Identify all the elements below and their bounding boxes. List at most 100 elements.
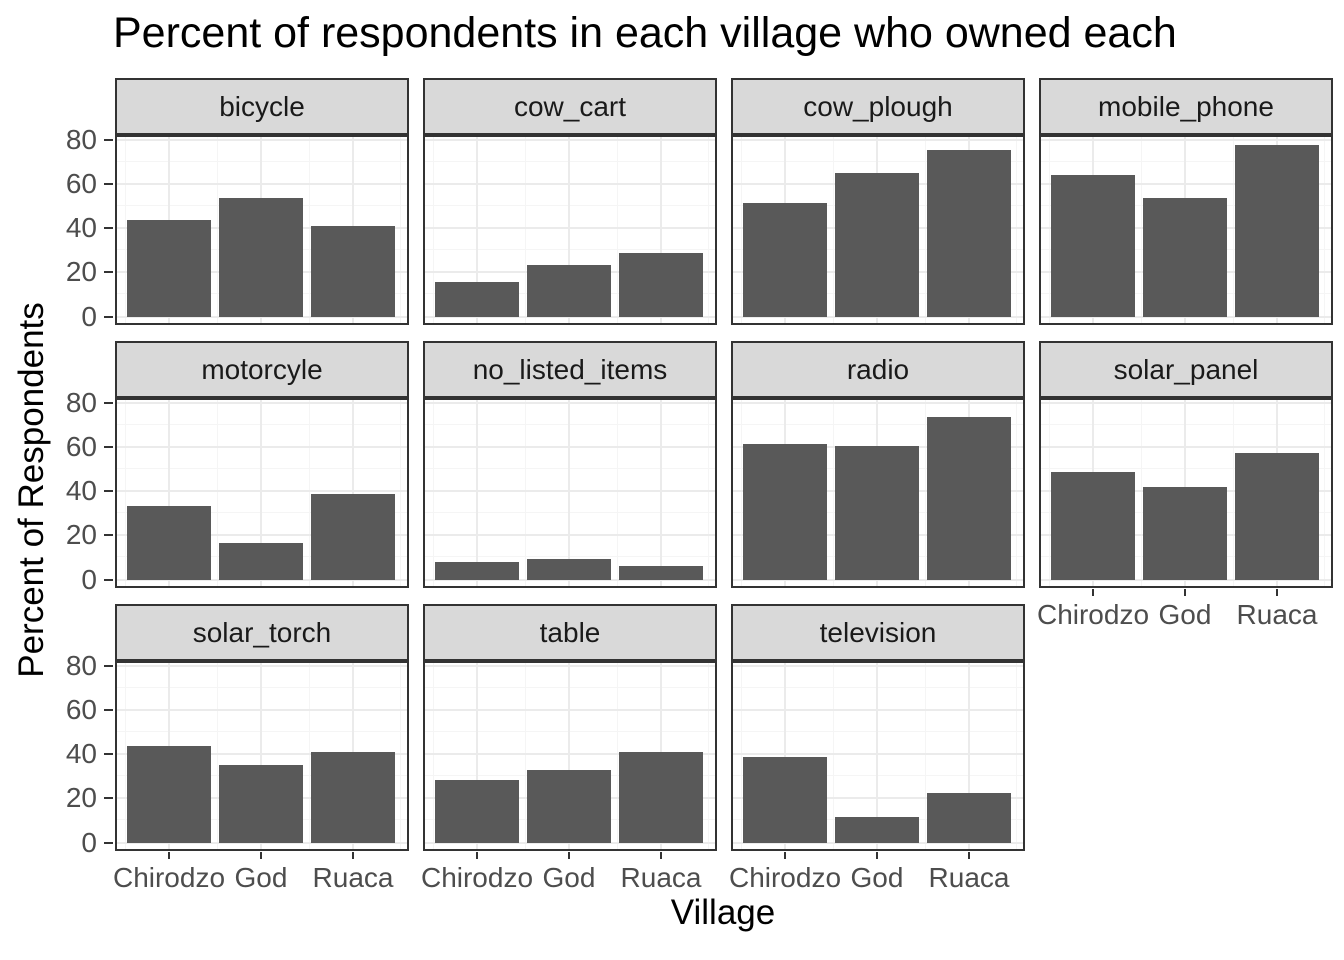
- gridline-minor-h: [117, 423, 407, 425]
- gridline-minor-v: [433, 663, 434, 849]
- gridline-minor-v: [525, 400, 526, 586]
- gridline-major-h: [733, 578, 1023, 581]
- gridline-minor-v: [1016, 663, 1017, 849]
- x-tick-mark: [660, 852, 662, 859]
- facet-strip-solar_panel: solar_panel: [1039, 341, 1333, 398]
- bar-cow_cart-Chirodzo: [435, 282, 519, 317]
- gridline-minor-v: [1324, 400, 1325, 586]
- facet-panel-bicycle: [115, 135, 409, 325]
- gridline-minor-v: [741, 137, 742, 323]
- gridline-minor-v: [1016, 137, 1017, 323]
- x-tick-mark: [568, 852, 570, 859]
- gridline-minor-v: [1233, 400, 1234, 586]
- gridline-major-v: [568, 137, 570, 323]
- gridline-minor-v: [833, 663, 834, 849]
- gridline-major-h: [117, 138, 407, 141]
- y-tick-label: 60: [65, 167, 97, 199]
- gridline-major-v: [660, 137, 662, 323]
- gridline-major-h: [733, 664, 1023, 667]
- facet-strip-no_listed_items: no_listed_items: [423, 341, 717, 398]
- x-tick-mark: [476, 852, 478, 859]
- chart-title: Percent of respondents in each village w…: [113, 9, 1177, 57]
- gridline-minor-h: [425, 556, 715, 558]
- facet-panel-table: [423, 661, 717, 851]
- y-tick-label: 20: [65, 782, 97, 814]
- gridline-major-v: [784, 663, 786, 849]
- gridline-minor-v: [309, 137, 310, 323]
- gridline-major-h: [117, 490, 407, 493]
- gridline-major-h: [733, 753, 1023, 756]
- bar-solar_torch-God: [219, 765, 303, 843]
- facet-strip-solar_torch: solar_torch: [115, 604, 409, 661]
- gridline-minor-v: [925, 663, 926, 849]
- gridline-major-h: [425, 578, 715, 581]
- gridline-minor-v: [217, 400, 218, 586]
- gridline-minor-v: [708, 137, 709, 323]
- facet-strip-label: table: [539, 616, 601, 648]
- facet-strip-label: no_listed_items: [472, 353, 668, 385]
- bar-table-Ruaca: [619, 752, 703, 843]
- gridline-major-v: [568, 400, 570, 586]
- gridline-minor-v: [925, 400, 926, 586]
- y-tick-mark: [104, 315, 113, 318]
- y-tick-label: 80: [65, 386, 97, 418]
- gridline-minor-h: [1041, 160, 1331, 162]
- facet-panel-cow_cart: [423, 135, 717, 325]
- bar-bicycle-Chirodzo: [127, 220, 211, 317]
- y-tick-label: 0: [81, 300, 97, 332]
- bar-cow_plough-Chirodzo: [743, 203, 827, 317]
- gridline-major-h: [117, 578, 407, 581]
- bar-cow_plough-Ruaca: [927, 149, 1011, 317]
- gridline-major-h: [425, 138, 715, 141]
- x-tick-mark: [1276, 589, 1278, 596]
- x-tick-mark: [1092, 589, 1094, 596]
- facet-strip-label: motorcyle: [201, 353, 323, 385]
- gridline-minor-v: [617, 137, 618, 323]
- facet-panel-radio: [731, 398, 1025, 588]
- facet-strip-motorcyle: motorcyle: [115, 341, 409, 398]
- gridline-minor-v: [741, 663, 742, 849]
- gridline-major-v: [568, 663, 570, 849]
- gridline-major-h: [425, 445, 715, 448]
- gridline-major-h: [425, 708, 715, 711]
- bar-bicycle-God: [219, 198, 303, 317]
- y-tick-label: 60: [65, 430, 97, 462]
- gridline-minor-v: [741, 400, 742, 586]
- y-tick-label: 80: [65, 123, 97, 155]
- gridline-minor-v: [1324, 137, 1325, 323]
- facet-panel-no_listed_items: [423, 398, 717, 588]
- gridline-minor-h: [425, 686, 715, 688]
- facet-panel-cow_plough: [731, 135, 1025, 325]
- x-tick-mark: [1184, 589, 1186, 596]
- bar-solar_panel-Ruaca: [1235, 453, 1319, 580]
- y-tick-label: 60: [65, 693, 97, 725]
- gridline-minor-h: [733, 423, 1023, 425]
- x-tick-label-God: God: [1158, 599, 1212, 630]
- gridline-minor-v: [617, 663, 618, 849]
- gridline-minor-h: [733, 731, 1023, 732]
- gridline-major-h: [425, 490, 715, 493]
- y-tick-mark: [104, 578, 113, 581]
- x-tick-mark: [876, 852, 878, 859]
- gridline-major-h: [425, 315, 715, 318]
- facet-panel-solar_panel: [1039, 398, 1333, 588]
- gridline-major-v: [660, 400, 662, 586]
- gridline-minor-h: [1041, 423, 1331, 425]
- gridline-major-h: [1041, 401, 1331, 404]
- gridline-minor-v: [309, 400, 310, 586]
- facet-panel-motorcyle: [115, 398, 409, 588]
- x-tick-label-God: God: [850, 862, 904, 893]
- gridline-minor-v: [1049, 137, 1050, 323]
- bar-solar_panel-Chirodzo: [1051, 471, 1135, 580]
- bar-radio-Chirodzo: [743, 443, 827, 580]
- gridline-major-h: [117, 182, 407, 185]
- facet-panel-mobile_phone: [1039, 135, 1333, 325]
- gridline-major-h: [733, 138, 1023, 141]
- facet-strip-label: solar_torch: [192, 616, 332, 648]
- facet-strip-label: mobile_phone: [1098, 90, 1274, 122]
- gridline-minor-h: [1041, 468, 1331, 469]
- gridline-minor-v: [708, 400, 709, 586]
- gridline-minor-v: [125, 137, 126, 323]
- gridline-major-v: [476, 137, 478, 323]
